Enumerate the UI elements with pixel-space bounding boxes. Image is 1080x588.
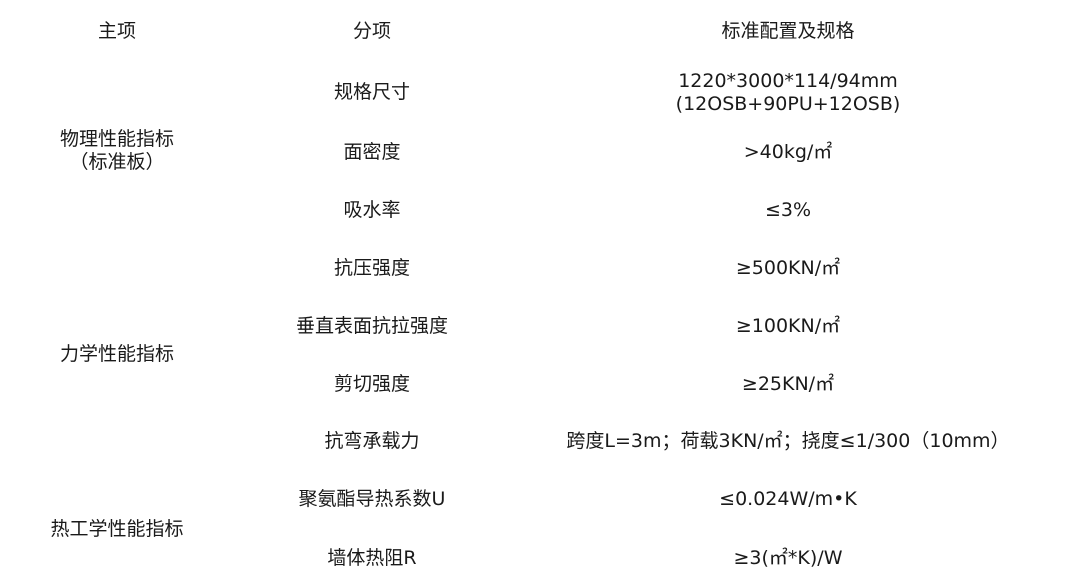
spec-value: ≥500KN/㎡ [735, 256, 841, 279]
sub-item: 剪切强度 [333, 372, 410, 395]
spec-value: >40kg/㎡ [743, 141, 833, 164]
spec-value: ≥3(㎡*K)/W [733, 546, 843, 569]
group-label-thermal: 热工学性能指标 [50, 517, 184, 540]
sub-item: 垂直表面抗拉强度 [295, 314, 448, 337]
header-spec: 标准配置及规格 [721, 19, 855, 42]
spec-value: 跨度L=3m；荷载3KN/㎡；挠度≤1/300（10mm） [566, 430, 1010, 453]
sub-item: 聚氨酯导热系数U [298, 487, 446, 510]
header-sub: 分项 [352, 19, 391, 42]
sub-item: 抗压强度 [333, 256, 410, 279]
sub-item: 面密度 [343, 141, 401, 164]
spec-value: ≤0.024W/m•K [719, 487, 857, 510]
spec-value: ≤3% [764, 199, 812, 222]
header-main: 主项 [97, 19, 136, 42]
sub-item: 抗弯承载力 [324, 430, 420, 453]
sub-item: 墙体热阻R [327, 546, 417, 569]
group-label-physical: 物理性能指标 （标准板） [59, 127, 174, 173]
spec-value: ≥25KN/㎡ [741, 372, 835, 395]
sub-item: 规格尺寸 [333, 81, 410, 104]
spec-value: 1220*3000*114/94mm (12OSB+90PU+12OSB) [675, 69, 901, 115]
sub-item: 吸水率 [343, 199, 401, 222]
group-label-mechanical: 力学性能指标 [59, 343, 174, 366]
spec-value: ≥100KN/㎡ [735, 314, 841, 337]
